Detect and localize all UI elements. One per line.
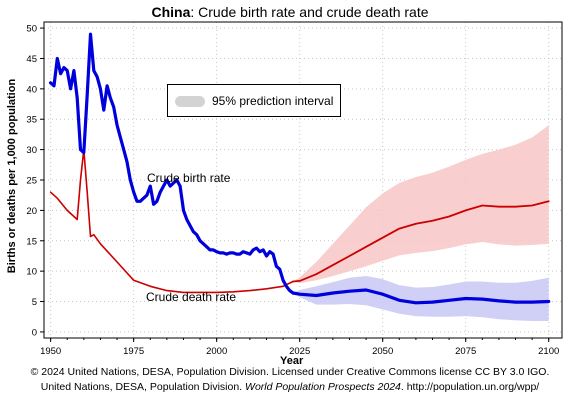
birth-rate-line-projection bbox=[291, 288, 551, 305]
chart-title-country: China bbox=[151, 4, 191, 20]
x-tick-label: 2025 bbox=[289, 346, 310, 357]
x-tick-label: 2100 bbox=[538, 346, 559, 357]
death-rate-annotation: Crude death rate bbox=[146, 290, 237, 304]
x-tick-label: 2050 bbox=[372, 346, 393, 357]
prediction-bands bbox=[293, 125, 549, 321]
chart-title: China: Crude birth rate and crude death … bbox=[0, 4, 580, 20]
y-tick-label: 30 bbox=[26, 145, 37, 156]
x-tick-label: 1950 bbox=[40, 346, 61, 357]
y-tick-label: 45 bbox=[26, 54, 37, 65]
credit-publication: World Population Prospects 2024 bbox=[245, 381, 401, 393]
series-lines bbox=[48, 32, 551, 305]
x-tick-label: 1975 bbox=[123, 346, 144, 357]
chart-title-rest: : Crude birth rate and crude death rate bbox=[190, 4, 429, 20]
y-tick-label: 20 bbox=[26, 206, 37, 217]
y-tick-label: 50 bbox=[26, 24, 37, 35]
chart-grid bbox=[44, 22, 562, 338]
y-tick-label: 5 bbox=[32, 297, 37, 308]
credit-url: . http://population.un.org/wpp/ bbox=[400, 381, 540, 393]
birth-rate-annotation: Crude birth rate bbox=[147, 171, 231, 185]
x-axis-ticks: 1950 1975 2000 2025 2050 2075 2100 bbox=[40, 338, 559, 357]
death-rate-line-historical bbox=[49, 148, 294, 294]
y-tick-label: 40 bbox=[26, 84, 37, 95]
x-tick-label: 2000 bbox=[206, 346, 227, 357]
legend-label: 95% prediction interval bbox=[212, 94, 334, 108]
death-rate-prediction-band bbox=[293, 125, 549, 284]
y-tick-label: 35 bbox=[26, 115, 37, 126]
legend: 95% prediction interval bbox=[167, 84, 341, 117]
legend-swatch bbox=[175, 96, 205, 107]
y-axis-ticks: 0 5 10 15 20 25 30 35 40 45 50 bbox=[26, 24, 44, 338]
birth-rate-prediction-band bbox=[293, 276, 549, 321]
y-tick-label: 25 bbox=[26, 176, 37, 187]
x-axis-label: Year bbox=[280, 355, 304, 367]
y-axis-label: Births or deaths per 1,000 population bbox=[6, 78, 18, 274]
credit-line-1: © 2024 United Nations, DESA, Population … bbox=[30, 366, 550, 378]
y-tick-label: 0 bbox=[32, 327, 37, 338]
birth-rate-line-historical bbox=[48, 32, 295, 295]
credit-source: United Nations, DESA, Population Divisio… bbox=[40, 381, 246, 393]
death-rate-line-projection bbox=[292, 200, 550, 283]
x-tick-label: 2075 bbox=[455, 346, 476, 357]
y-tick-label: 10 bbox=[26, 267, 37, 278]
credit-line-2: United Nations, DESA, Population Divisio… bbox=[0, 381, 580, 393]
y-tick-label: 15 bbox=[26, 236, 37, 247]
